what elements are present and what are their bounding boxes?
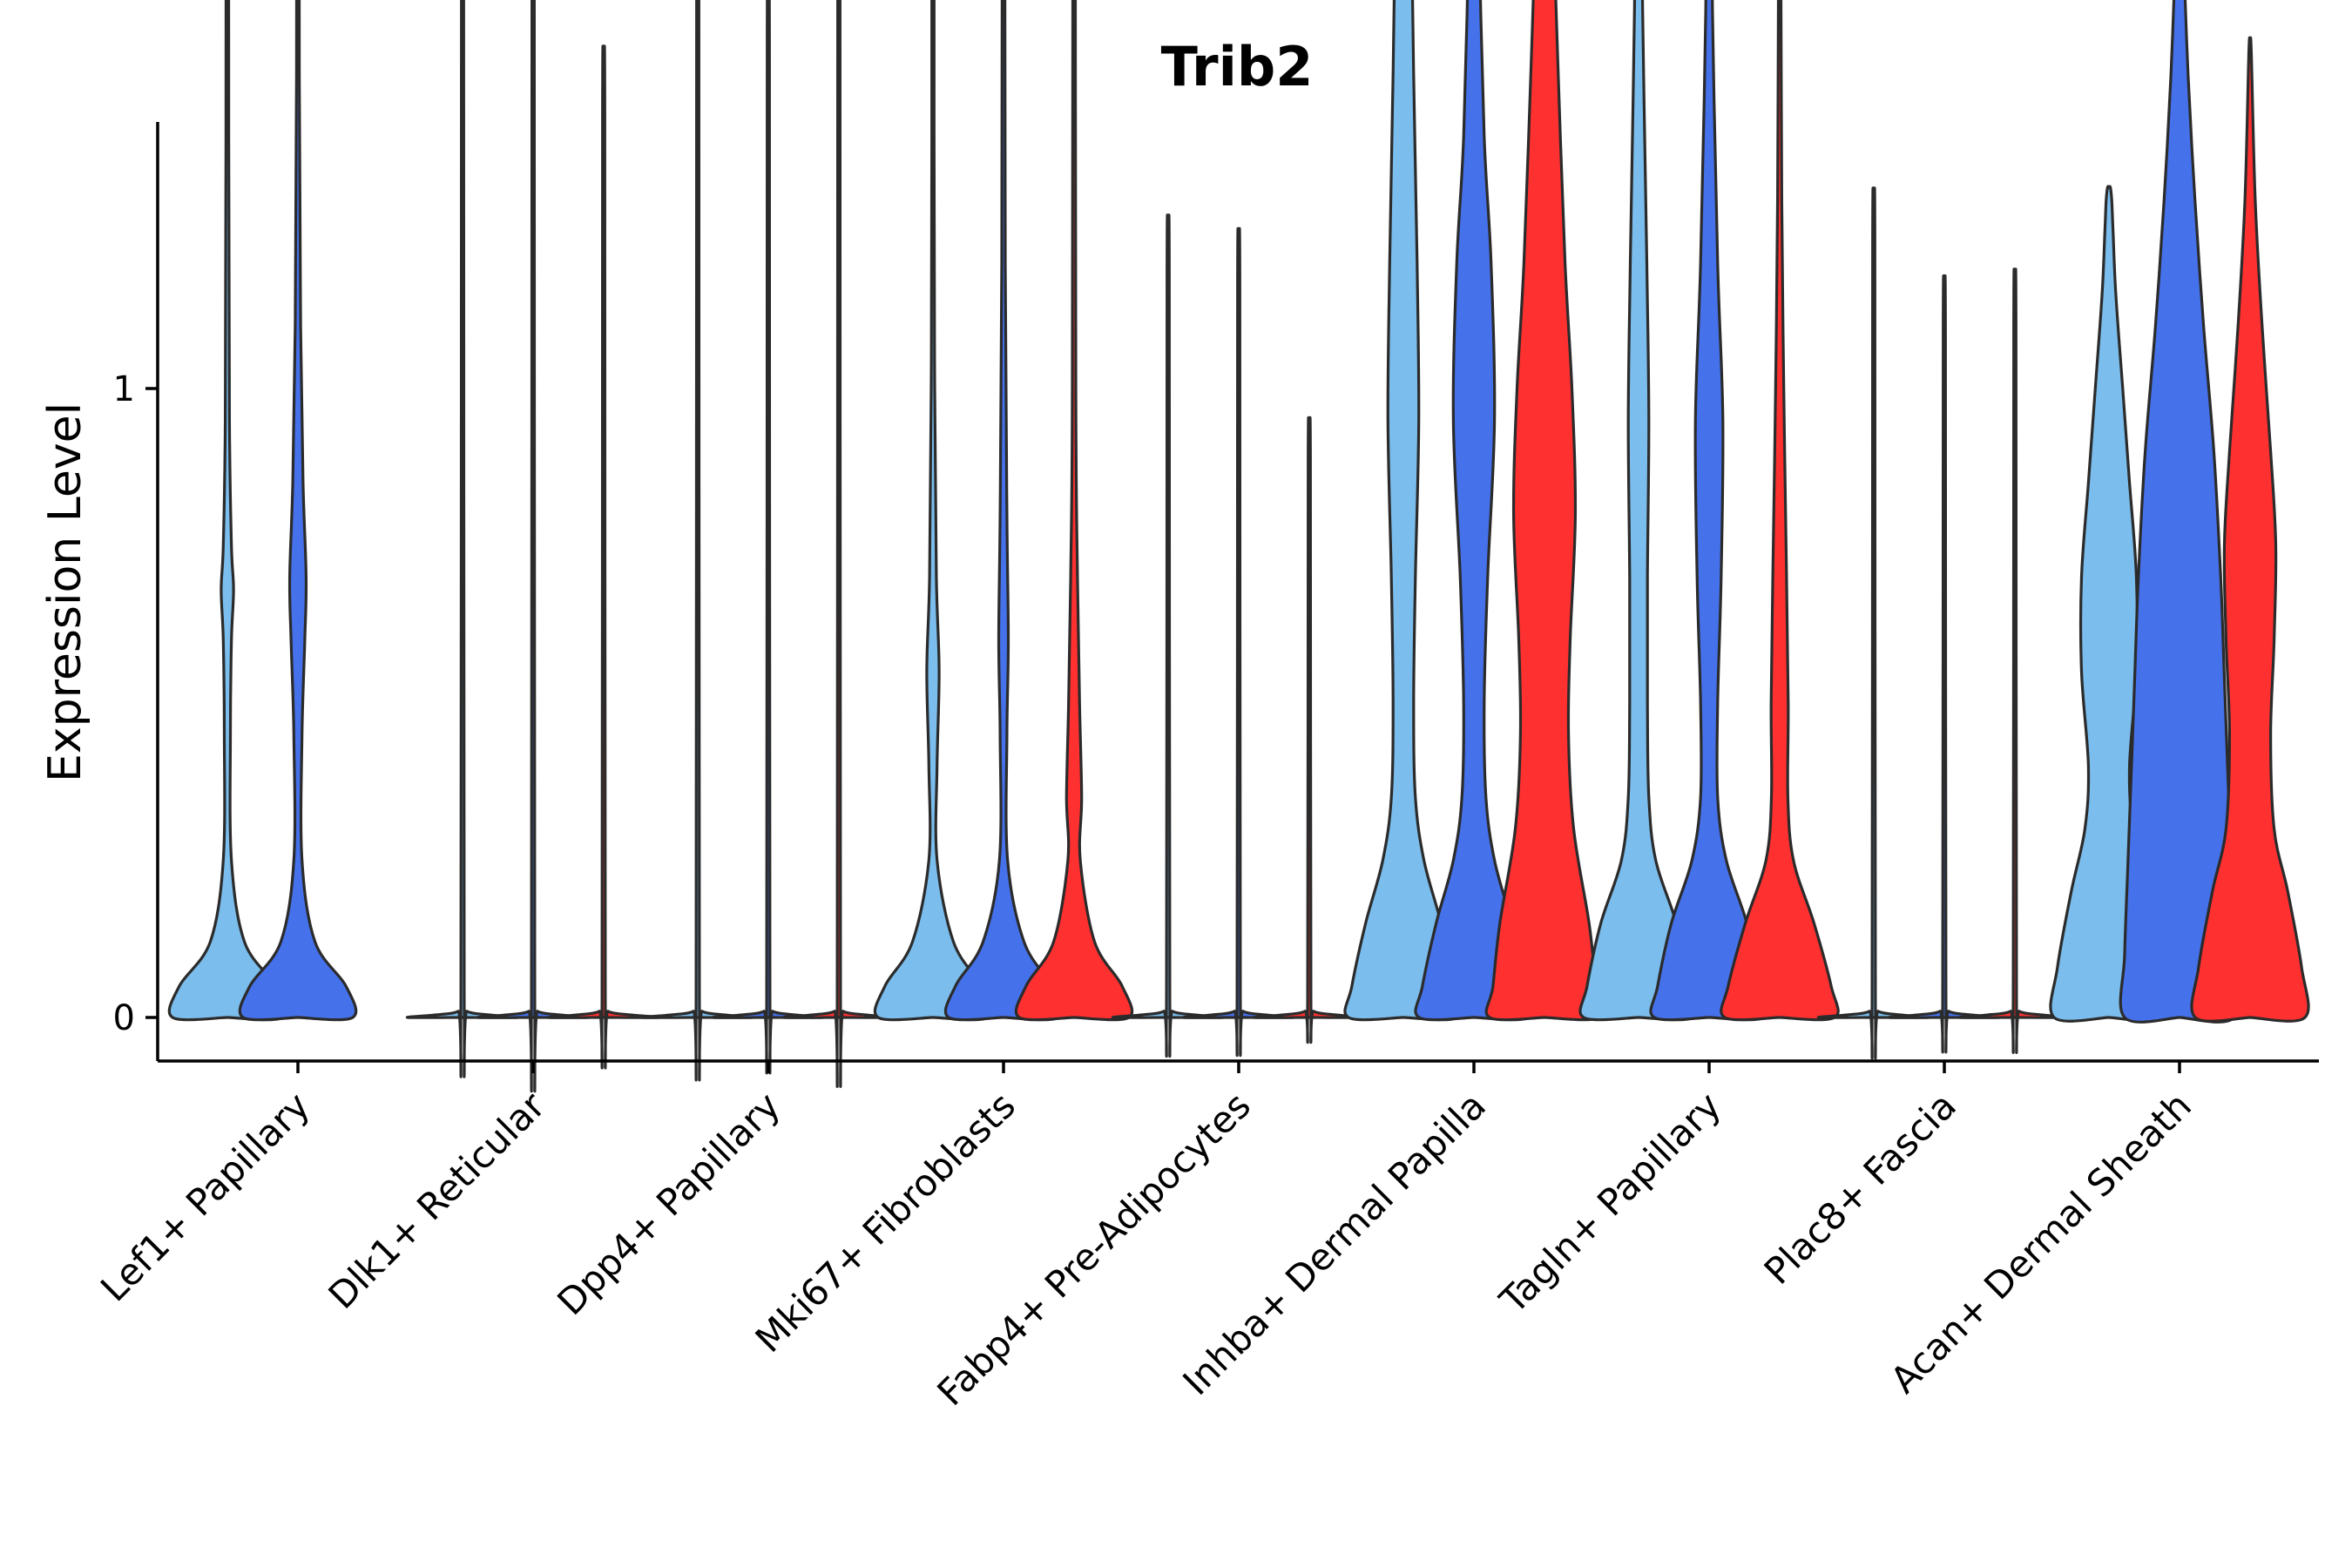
y-tick-label: 0	[113, 998, 135, 1038]
violin-group	[873, 0, 1134, 1022]
y-tick-label: 1	[113, 369, 135, 409]
violin-mark	[1816, 186, 1931, 1060]
violin-group	[167, 0, 358, 1022]
violin-mark	[2190, 36, 2310, 1023]
violin-group	[1111, 213, 1367, 1058]
violin-group	[1343, 0, 1605, 1022]
violin-mark	[873, 0, 993, 1022]
violin-group	[640, 0, 896, 1088]
violin-mark	[1649, 0, 1769, 1022]
violin-group	[2049, 0, 2310, 1024]
violin-mark	[1414, 0, 1534, 1022]
violin-mark	[2049, 185, 2169, 1023]
violin-mark	[1887, 274, 2002, 1054]
violin-mark	[1111, 213, 1226, 1058]
violin-mark	[1181, 226, 1296, 1058]
violin-mark	[711, 0, 826, 1075]
violin-mark	[781, 0, 896, 1088]
violin-mark	[1343, 0, 1463, 1022]
violin-mark	[1014, 0, 1134, 1022]
ticks-layer: 012	[113, 369, 158, 1038]
violin-mark	[1720, 0, 1840, 1022]
violin-mark	[2119, 0, 2240, 1024]
violin-mark	[167, 0, 287, 1022]
violin-group	[1578, 0, 1840, 1022]
violin-mark	[1484, 0, 1605, 1022]
violin-mark	[405, 0, 520, 1078]
y-axis-label: Expression Level	[39, 402, 91, 782]
violin-mark	[546, 44, 661, 1070]
chart-title: Trib2	[1161, 35, 1314, 98]
violin-mark	[1578, 0, 1699, 1022]
violins-layer	[167, 0, 2310, 1093]
violin-mark	[238, 0, 358, 1022]
violin-group	[1816, 186, 2072, 1060]
violin-mark	[640, 0, 755, 1082]
violin-mark	[1957, 267, 2072, 1054]
violin-mark	[943, 0, 1064, 1022]
violin-mark	[1252, 416, 1367, 1044]
